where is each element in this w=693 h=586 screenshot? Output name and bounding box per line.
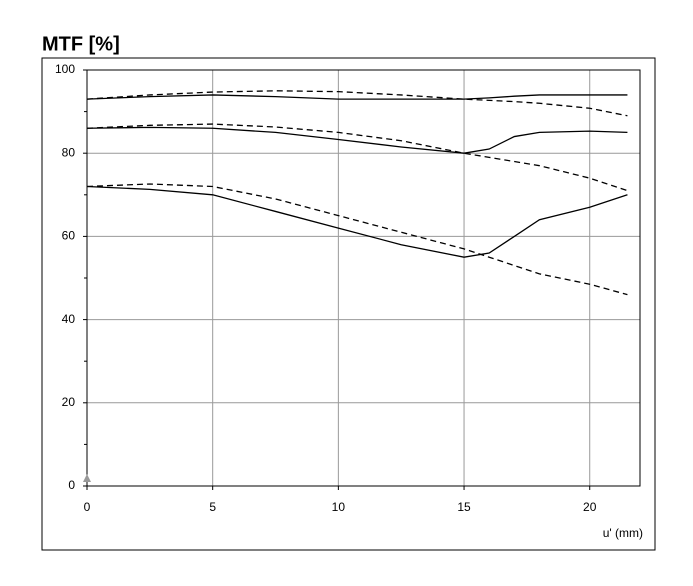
y-tick-label: 40 bbox=[62, 312, 76, 326]
y-tick-label: 100 bbox=[55, 62, 75, 76]
y-tick-label: 60 bbox=[62, 229, 76, 243]
x-tick-label: 20 bbox=[583, 500, 597, 514]
x-tick-label: 5 bbox=[209, 500, 216, 514]
series-line bbox=[86, 90, 628, 117]
y-tick-label: 0 bbox=[68, 478, 75, 492]
series-line bbox=[86, 126, 628, 154]
series-line bbox=[86, 183, 628, 296]
x-tick-label: 10 bbox=[332, 500, 346, 514]
x-tick-label: 15 bbox=[457, 500, 471, 514]
series-line bbox=[86, 94, 628, 100]
series-line bbox=[86, 185, 628, 258]
y-tick-label: 80 bbox=[62, 145, 76, 159]
frame bbox=[41, 57, 656, 551]
y-tick-label: 20 bbox=[62, 395, 76, 409]
chart-title: MTF [%] bbox=[42, 33, 120, 55]
series-line bbox=[86, 123, 628, 192]
x-axis-label: u' (mm) bbox=[603, 526, 643, 540]
plot-area bbox=[86, 69, 641, 487]
x-tick-label: 0 bbox=[84, 500, 91, 514]
origin-marker bbox=[83, 474, 91, 482]
